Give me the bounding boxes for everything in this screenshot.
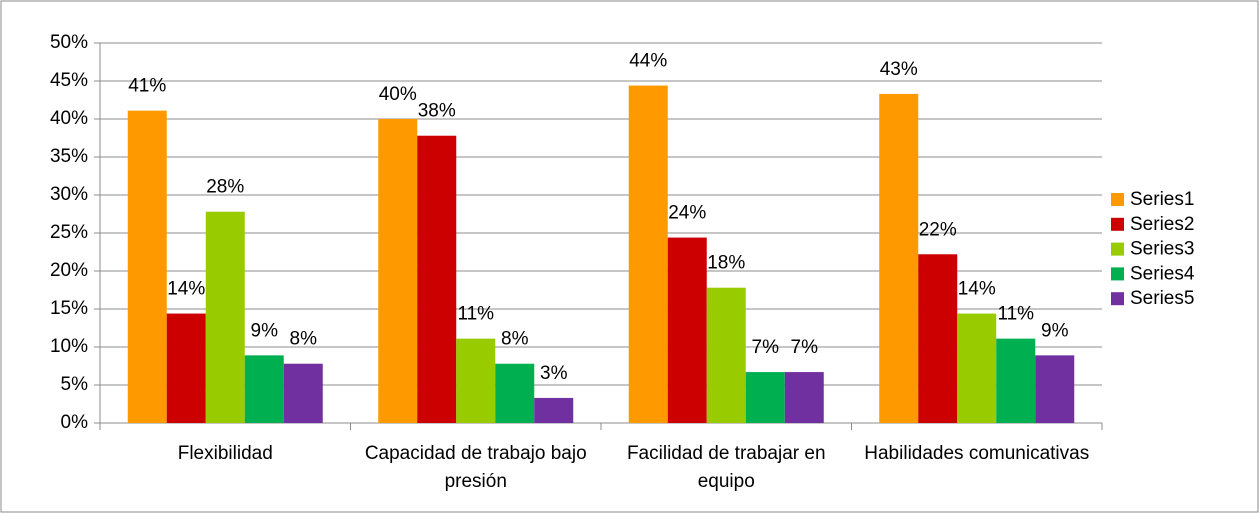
y-tick-label: 25% [50,222,88,243]
data-label: 11% [457,304,494,325]
bar [879,93,919,424]
bar [918,254,958,423]
y-tick-label: 45% [50,70,88,91]
data-label: 44% [629,51,667,72]
legend-label: Series4 [1130,263,1195,284]
data-label: 18% [707,253,745,274]
data-label: 24% [668,203,706,224]
bar [166,313,206,423]
data-label: 8% [501,329,529,350]
data-label: 9% [1041,320,1069,341]
data-label: 40% [379,84,417,105]
legend-swatch [1111,193,1124,206]
bar [244,355,284,423]
legend-swatch [1111,217,1124,231]
data-label: 28% [206,177,244,198]
bar [417,135,457,423]
data-label: 43% [880,59,918,80]
legend-swatch [1111,292,1124,306]
y-tick-label: 30% [50,184,88,205]
y-tick-label: 10% [50,336,88,357]
data-label: 22% [919,219,957,240]
bar [205,211,245,423]
data-label: 14% [958,279,996,300]
y-tick-label: 50% [50,32,88,53]
bar [534,397,574,423]
bar [667,237,707,423]
data-label: 9% [251,320,279,341]
bar [706,287,746,423]
x-tick-label: Facilidad de trabajar en equipo [626,443,826,492]
data-label: 3% [540,363,568,384]
bar [784,372,824,423]
bar [283,363,323,423]
legend-label: Series1 [1130,189,1194,210]
bar [495,363,535,423]
bar [1035,355,1075,423]
legend-swatch [1111,267,1124,281]
legend-label: Series3 [1130,239,1194,260]
data-label: 11% [997,304,1034,325]
y-tick-label: 20% [50,260,88,281]
legend-swatch [1111,242,1124,256]
bar [957,313,997,423]
bar [628,85,668,423]
bar [127,110,167,423]
data-label: 7% [791,337,819,358]
y-tick-label: 0% [61,412,89,433]
bar [996,338,1036,423]
x-tick-label: Flexibilidad [177,443,273,464]
data-label: 38% [418,101,456,122]
legend-label: Series5 [1130,288,1194,309]
legend-label: Series2 [1130,214,1194,235]
x-tick-label: Habilidades comunicativas [864,443,1090,464]
data-label: 8% [290,329,318,350]
y-tick-label: 35% [50,146,88,167]
bar [745,372,785,423]
data-label: 14% [167,279,205,300]
y-tick-label: 15% [50,298,88,319]
x-tick-label: Capacidad de trabajo bajo presión [364,443,587,492]
data-label: 41% [128,76,166,97]
bar [378,119,418,423]
bar [456,338,496,423]
y-tick-label: 5% [61,374,89,395]
data-label: 7% [752,337,780,358]
y-tick-label: 40% [50,108,88,129]
